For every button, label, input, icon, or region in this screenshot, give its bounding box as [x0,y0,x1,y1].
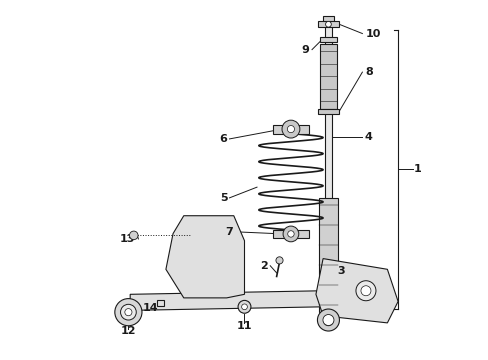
Circle shape [323,316,332,326]
Text: 10: 10 [365,28,380,39]
Text: 4: 4 [364,132,371,142]
Bar [323,16,333,22]
Text: 1: 1 [413,164,421,174]
Text: 12: 12 [121,327,136,337]
Circle shape [355,281,375,301]
Circle shape [322,315,333,325]
Text: 2: 2 [260,261,267,271]
Bar [317,21,339,27]
Circle shape [325,21,331,27]
Text: 14: 14 [142,302,158,312]
Bar [157,300,163,306]
Text: 5: 5 [219,193,227,203]
Text: 11: 11 [236,321,252,331]
Circle shape [275,257,283,264]
Bar [324,26,332,208]
Circle shape [287,231,294,237]
Bar [319,44,336,109]
Polygon shape [315,258,397,323]
Bar [272,230,308,238]
Polygon shape [130,291,323,310]
Text: 6: 6 [219,134,227,144]
Text: 8: 8 [365,67,372,77]
Circle shape [121,304,136,320]
Circle shape [282,120,299,138]
Text: 3: 3 [336,266,344,276]
Bar [272,125,308,134]
Circle shape [238,300,250,313]
Text: 7: 7 [225,227,233,237]
Circle shape [241,304,247,310]
Circle shape [283,226,298,242]
Circle shape [129,231,138,240]
Text: 13: 13 [120,234,135,244]
Bar [319,37,337,42]
Circle shape [360,286,370,296]
Bar [317,109,339,114]
Circle shape [287,126,294,133]
Circle shape [124,309,132,316]
Bar [318,198,338,312]
Text: 9: 9 [301,45,309,55]
Circle shape [317,309,339,331]
Circle shape [115,298,142,326]
Polygon shape [165,216,244,298]
